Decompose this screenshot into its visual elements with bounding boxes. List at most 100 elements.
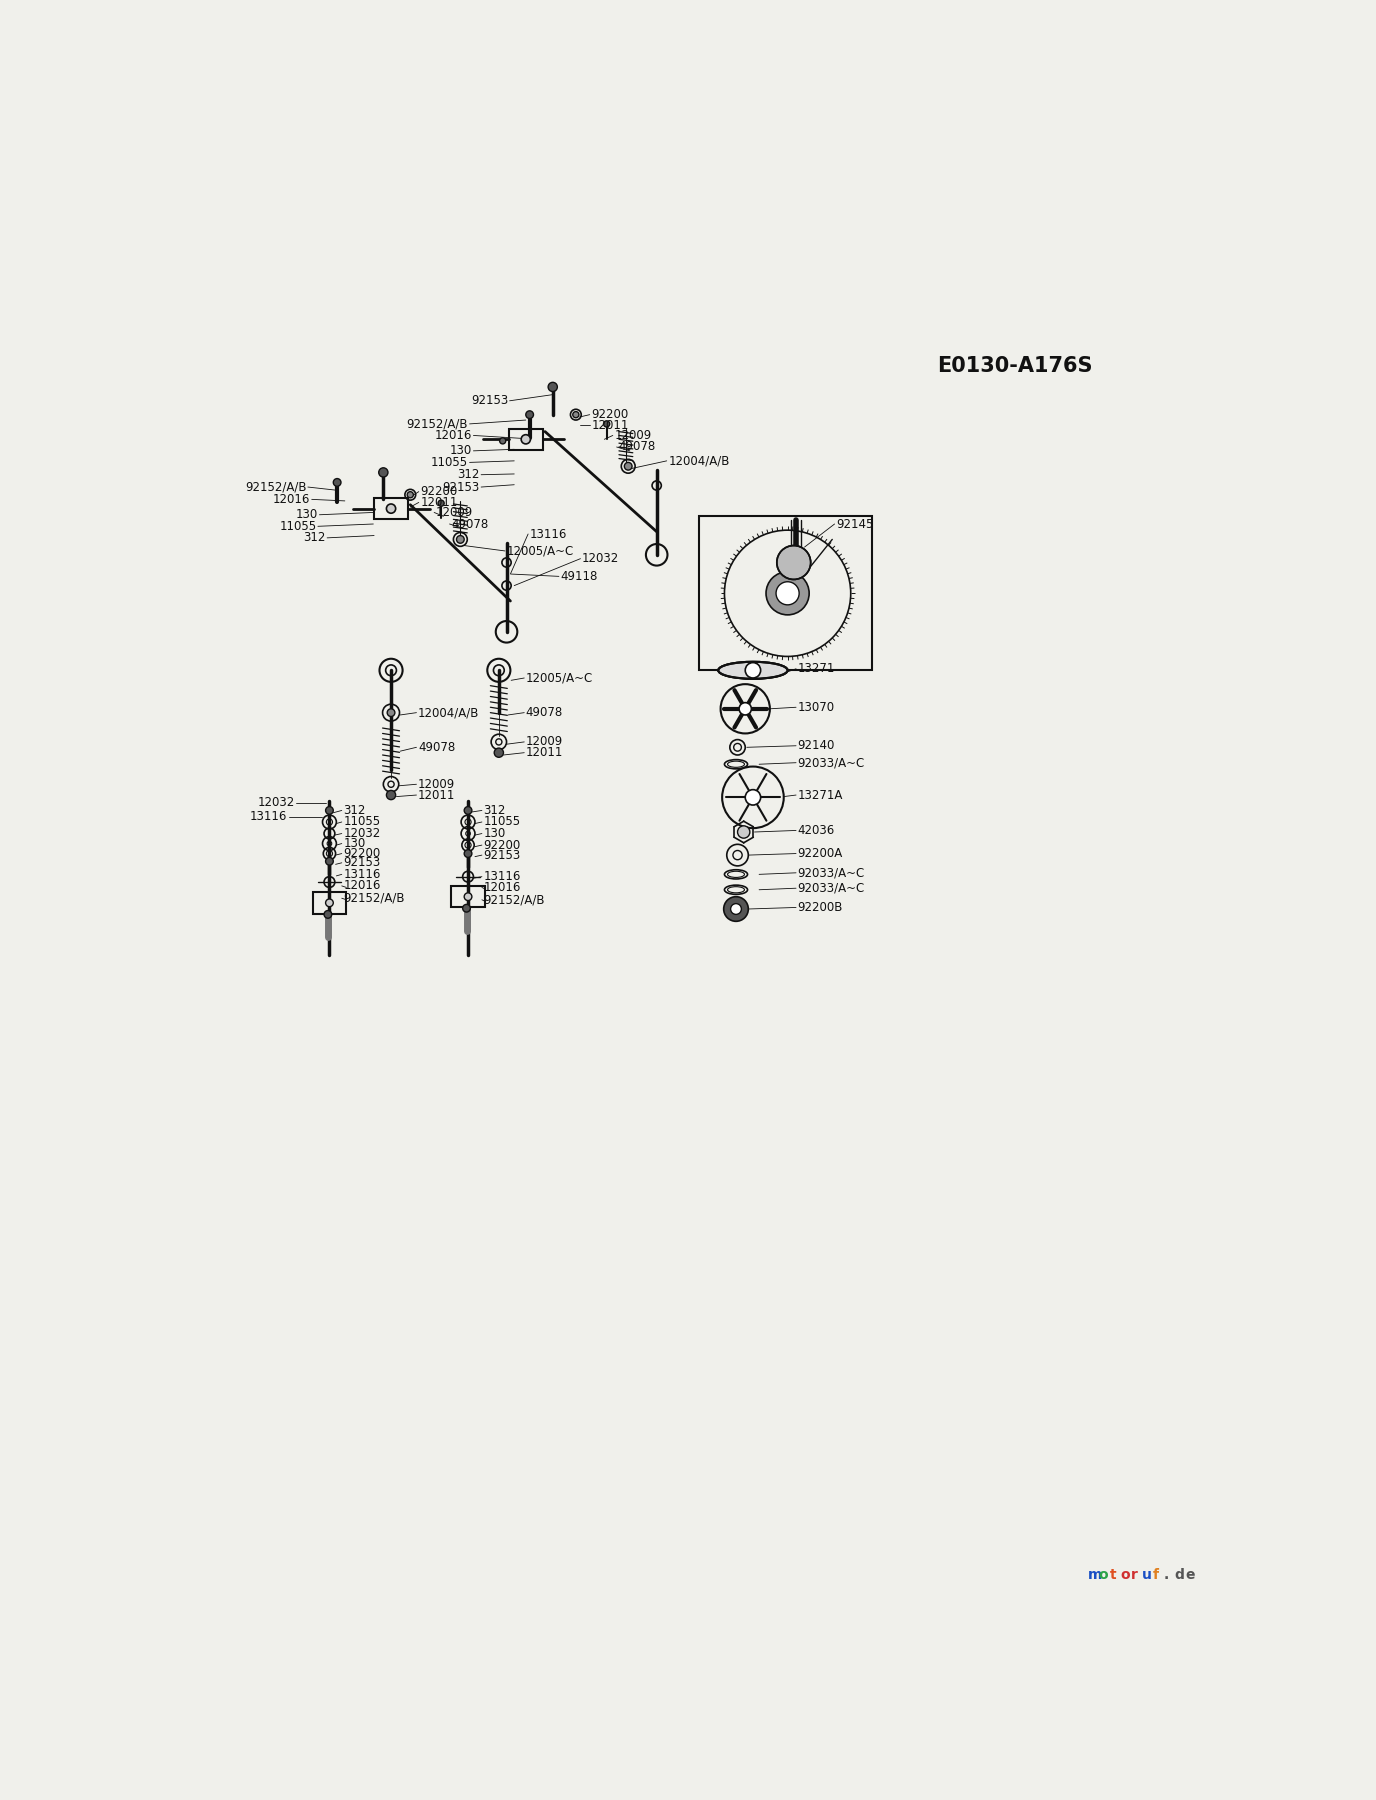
Circle shape [777,545,810,580]
Circle shape [746,790,761,805]
Circle shape [464,806,472,814]
Text: 312: 312 [303,531,326,544]
Text: 12011: 12011 [592,419,629,432]
Text: 13116: 13116 [343,868,381,880]
Bar [312,893,347,914]
Text: 13271: 13271 [798,662,835,675]
Ellipse shape [718,662,787,679]
Text: 92153: 92153 [343,857,381,869]
Circle shape [325,911,332,918]
Text: 13116: 13116 [249,810,288,823]
Circle shape [494,749,504,758]
Text: 92033/A~C: 92033/A~C [798,866,866,880]
Text: 12005/A~C: 12005/A~C [526,671,593,684]
Text: u: u [1142,1568,1152,1582]
Text: 42036: 42036 [798,824,835,837]
Text: 92152/A/B: 92152/A/B [483,893,545,905]
Text: 49118: 49118 [560,571,597,583]
Text: 92200A: 92200A [798,848,843,860]
Text: 12004/A/B: 12004/A/B [418,706,479,720]
Bar [374,499,407,520]
Circle shape [387,790,396,799]
Text: 12016: 12016 [343,880,381,893]
Text: 130: 130 [296,508,318,522]
Text: 92145: 92145 [837,518,874,531]
Text: m: m [1088,1568,1102,1582]
Circle shape [625,463,632,470]
Text: 12016: 12016 [483,880,520,895]
Text: 312: 312 [483,805,506,817]
Text: 92200B: 92200B [798,902,843,914]
Circle shape [499,437,506,445]
Circle shape [457,536,464,544]
Text: 92140: 92140 [798,740,835,752]
Text: 13070: 13070 [798,700,835,715]
Text: 12009: 12009 [614,428,652,443]
Circle shape [378,468,388,477]
Bar [699,517,872,670]
Circle shape [526,410,534,419]
Text: 13271A: 13271A [798,788,843,801]
Text: 12032: 12032 [343,826,381,841]
Text: 312: 312 [343,805,366,817]
Text: o: o [1120,1568,1130,1582]
Text: 12009: 12009 [526,736,563,749]
Text: 92153: 92153 [471,394,508,407]
Circle shape [548,382,557,392]
Text: 130: 130 [343,837,366,850]
Text: 12011: 12011 [420,497,458,509]
Bar [509,428,542,450]
Circle shape [462,904,471,913]
Text: 92152/A/B: 92152/A/B [343,891,405,905]
Bar [451,886,484,907]
Text: 49078: 49078 [418,742,455,754]
Text: 130: 130 [450,445,472,457]
Text: 312: 312 [457,468,480,481]
Circle shape [326,806,333,814]
Text: 12016: 12016 [435,428,472,443]
Text: r: r [1131,1568,1138,1582]
Text: 92200: 92200 [592,409,629,421]
Text: 11055: 11055 [343,815,380,828]
Text: f: f [1153,1568,1159,1582]
Circle shape [739,702,751,715]
Text: 12009: 12009 [436,506,473,518]
Text: 49078: 49078 [451,518,488,531]
Text: 12005/A~C: 12005/A~C [506,544,574,558]
Circle shape [766,572,809,616]
Text: 12032: 12032 [257,796,294,810]
Circle shape [333,479,341,486]
Text: 13116: 13116 [530,527,567,540]
Text: E0130-A176S: E0130-A176S [937,356,1093,376]
Circle shape [464,893,472,900]
Text: 92152/A/B: 92152/A/B [406,418,468,430]
Text: .: . [1163,1568,1168,1582]
Circle shape [776,581,799,605]
Text: 11055: 11055 [483,815,520,828]
Text: 12004/A/B: 12004/A/B [669,454,729,468]
Circle shape [738,826,750,839]
Circle shape [326,898,333,907]
Text: 92152/A/B: 92152/A/B [245,481,307,493]
Circle shape [387,709,395,716]
Text: d: d [1174,1568,1183,1582]
Text: 12009: 12009 [418,778,455,790]
Text: t: t [1109,1568,1116,1582]
Text: 11055: 11055 [431,455,468,468]
Text: 12011: 12011 [418,788,455,801]
Text: 49078: 49078 [526,706,563,720]
Circle shape [464,850,472,857]
Text: 92200: 92200 [483,839,520,851]
Text: 92153: 92153 [442,481,480,493]
Text: 12032: 12032 [582,553,619,565]
Text: 12016: 12016 [272,493,310,506]
Text: 92153: 92153 [483,848,520,862]
Text: 13116: 13116 [483,869,520,884]
Circle shape [387,504,396,513]
Text: e: e [1185,1568,1194,1582]
Text: 130: 130 [483,826,506,841]
Circle shape [326,857,333,866]
Circle shape [572,412,579,418]
Text: o: o [1098,1568,1108,1582]
Circle shape [522,434,530,445]
